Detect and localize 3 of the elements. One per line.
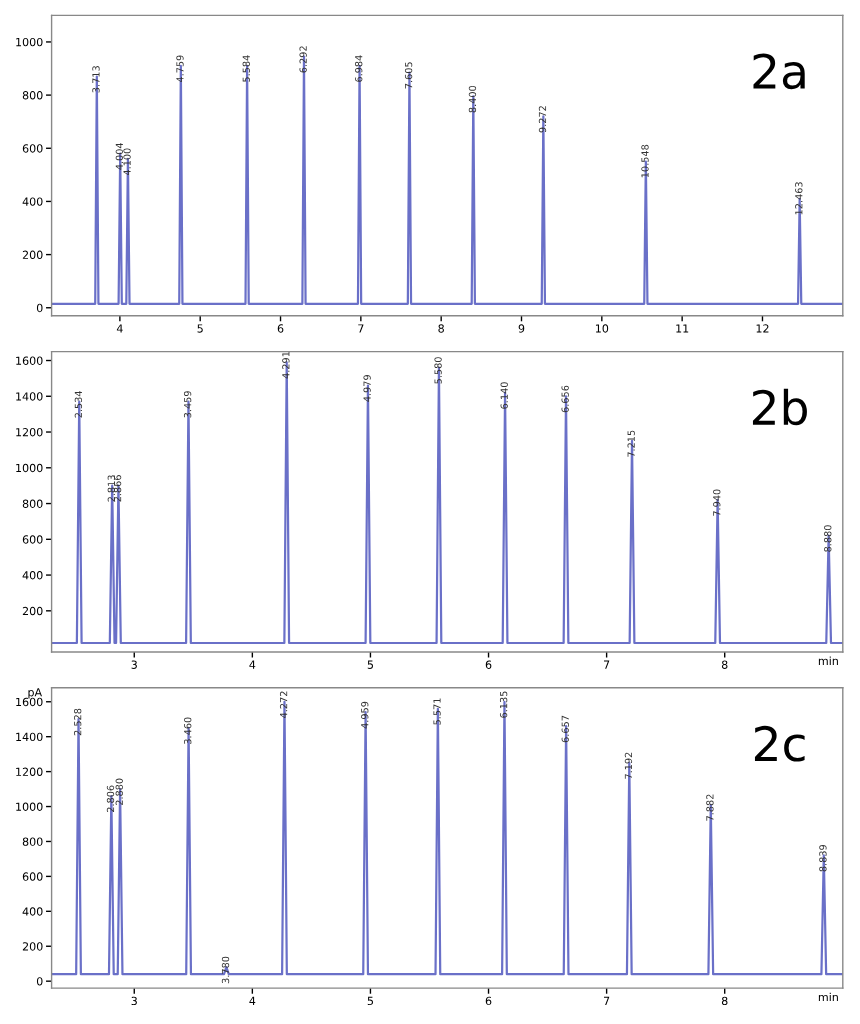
annotation: 2b: [752, 388, 807, 426]
annotation: 2a: [753, 53, 805, 90]
annotation: 2c: [754, 725, 805, 762]
